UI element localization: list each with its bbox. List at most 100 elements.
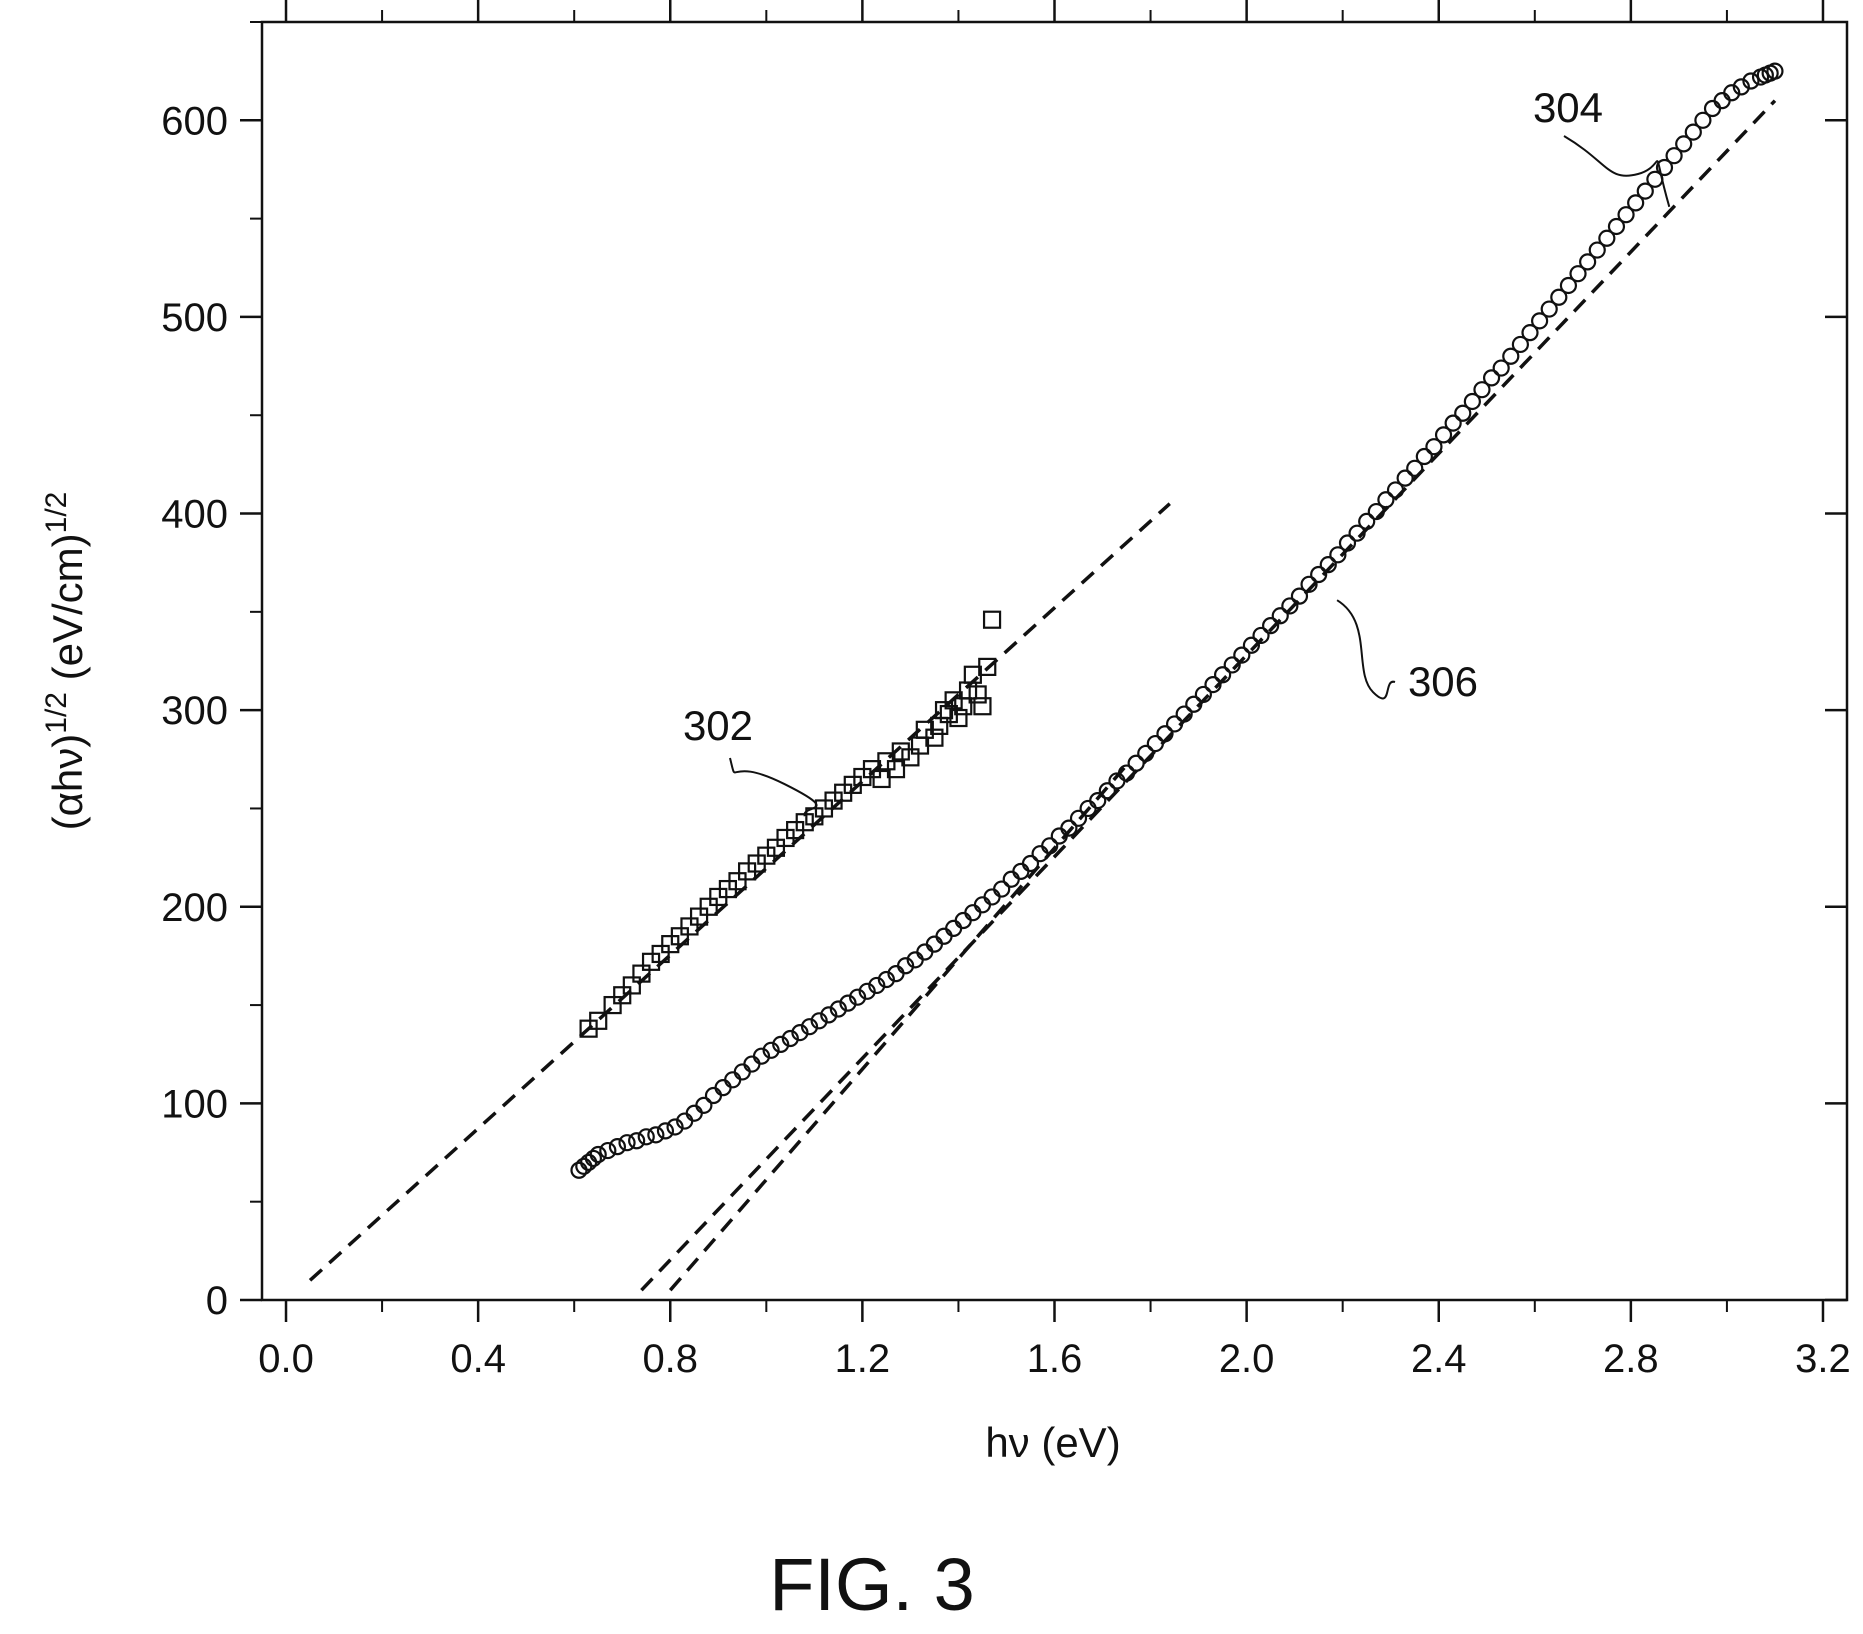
circle-marker-304 [1242, 636, 1261, 654]
callouts: 302 304 306 [683, 84, 1671, 817]
circle-marker-304 [1194, 685, 1212, 704]
circle-marker-304 [877, 970, 895, 989]
leader-line-302 [729, 757, 818, 817]
circle-marker-304 [1069, 809, 1088, 827]
circle-marker-304 [1617, 206, 1635, 224]
circle-marker-304 [724, 1071, 742, 1089]
circle-marker-304 [1329, 546, 1347, 564]
circle-marker-304 [945, 919, 963, 937]
circle-marker-304 [743, 1055, 761, 1073]
circle-marker-304 [1636, 182, 1654, 200]
circle-marker-304 [1041, 837, 1059, 855]
fit-line-dashed [308, 502, 1171, 1282]
circle-marker-304 [1694, 111, 1712, 129]
circle-marker-304 [1098, 782, 1116, 800]
circle-marker-304 [829, 1000, 847, 1018]
callout-label-306: 306 [1408, 658, 1478, 705]
x-tick-label: 3.2 [1795, 1337, 1851, 1381]
circle-marker-304 [983, 888, 1001, 906]
circle-marker-304 [1386, 481, 1405, 499]
square-marker-302 [670, 927, 689, 946]
circle-marker-304 [1214, 666, 1232, 684]
square-marker-302 [944, 691, 963, 710]
circle-marker-304 [1089, 791, 1107, 810]
circle-marker-304 [656, 1122, 675, 1140]
square-marker-302 [978, 657, 997, 676]
square-marker-302 [925, 728, 944, 747]
circle-marker-304 [1137, 744, 1155, 763]
circle-marker-304 [791, 1024, 809, 1042]
y-tick-label: 300 [161, 689, 228, 733]
circle-marker-304 [1406, 459, 1424, 477]
plot-frame [260, 20, 1849, 1302]
circle-marker-304 [1425, 438, 1443, 456]
circle-marker-304 [1463, 392, 1481, 411]
square-marker-302 [872, 769, 891, 789]
x-tick-label: 0.4 [450, 1337, 506, 1381]
circle-marker-304 [964, 904, 982, 922]
data-markers [570, 62, 1784, 1179]
x-tick-label: 2.0 [1219, 1337, 1275, 1381]
circle-marker-304 [1156, 725, 1174, 743]
circle-marker-304 [820, 1006, 838, 1024]
circle-marker-304 [584, 1149, 603, 1168]
circle-marker-304 [1742, 72, 1760, 90]
circle-marker-304 [1598, 229, 1616, 247]
circle-marker-304 [1060, 819, 1078, 837]
y-axis-title: (αhν)1/2 (eV/cm)1/2 [40, 492, 91, 831]
circle-marker-304 [810, 1012, 828, 1030]
y-tick-label: 100 [161, 1082, 228, 1126]
square-marker-302 [689, 907, 709, 926]
circle-marker-304 [1377, 491, 1395, 509]
circle-marker-304 [714, 1079, 732, 1097]
circle-marker-304 [1434, 426, 1453, 444]
circle-marker-304 [1655, 158, 1674, 177]
circle-marker-304 [666, 1118, 684, 1136]
figure-caption: FIG. 3 [769, 1543, 975, 1626]
circle-marker-304 [1502, 347, 1520, 365]
circle-marker-304 [954, 911, 972, 930]
circle-marker-304 [1732, 78, 1750, 96]
circle-marker-304 [839, 994, 857, 1012]
circle-marker-304 [575, 1157, 593, 1175]
circle-marker-304 [695, 1096, 713, 1114]
circle-marker-304 [1338, 534, 1357, 552]
circle-marker-304 [1367, 502, 1385, 521]
circle-marker-304 [599, 1141, 617, 1160]
circle-marker-304 [1766, 62, 1784, 80]
circle-marker-304 [868, 976, 886, 995]
x-tick-label: 0.8 [642, 1337, 698, 1381]
circle-marker-304 [1607, 217, 1626, 236]
y-axis-title-unit-exponent: 1/2 [40, 492, 73, 534]
circle-marker-304 [628, 1132, 646, 1150]
y-tick-label: 500 [161, 296, 228, 340]
circle-marker-304 [1233, 646, 1251, 664]
circle-marker-304 [1252, 626, 1270, 645]
circle-marker-304 [685, 1104, 703, 1122]
circle-marker-304 [580, 1153, 598, 1171]
leader-line-306 [1336, 599, 1396, 700]
circle-marker-304 [1579, 253, 1597, 271]
y-tick-label: 0 [206, 1279, 228, 1323]
callout-label-304: 304 [1533, 84, 1603, 131]
circle-marker-304 [772, 1035, 790, 1054]
circle-marker-304 [1703, 99, 1722, 118]
square-marker-302 [886, 760, 906, 779]
circle-marker-304 [858, 982, 876, 1000]
circle-marker-304 [848, 988, 867, 1006]
square-marker-302 [589, 1011, 608, 1030]
circle-marker-304 [647, 1126, 665, 1144]
square-marker-302 [982, 610, 1002, 629]
circle-marker-304 [1175, 705, 1193, 723]
circle-marker-304 [1444, 414, 1462, 432]
square-marker-302 [651, 944, 670, 964]
x-tick-label: 1.2 [835, 1337, 891, 1381]
circle-marker-304 [1021, 854, 1040, 873]
square-marker-302 [891, 742, 910, 761]
circle-marker-304 [1300, 575, 1318, 593]
y-axis-title-main: (αhν) [44, 734, 91, 831]
circle-marker-304 [1127, 754, 1145, 772]
circle-marker-304 [1319, 556, 1337, 574]
circle-marker-304 [1569, 265, 1587, 283]
